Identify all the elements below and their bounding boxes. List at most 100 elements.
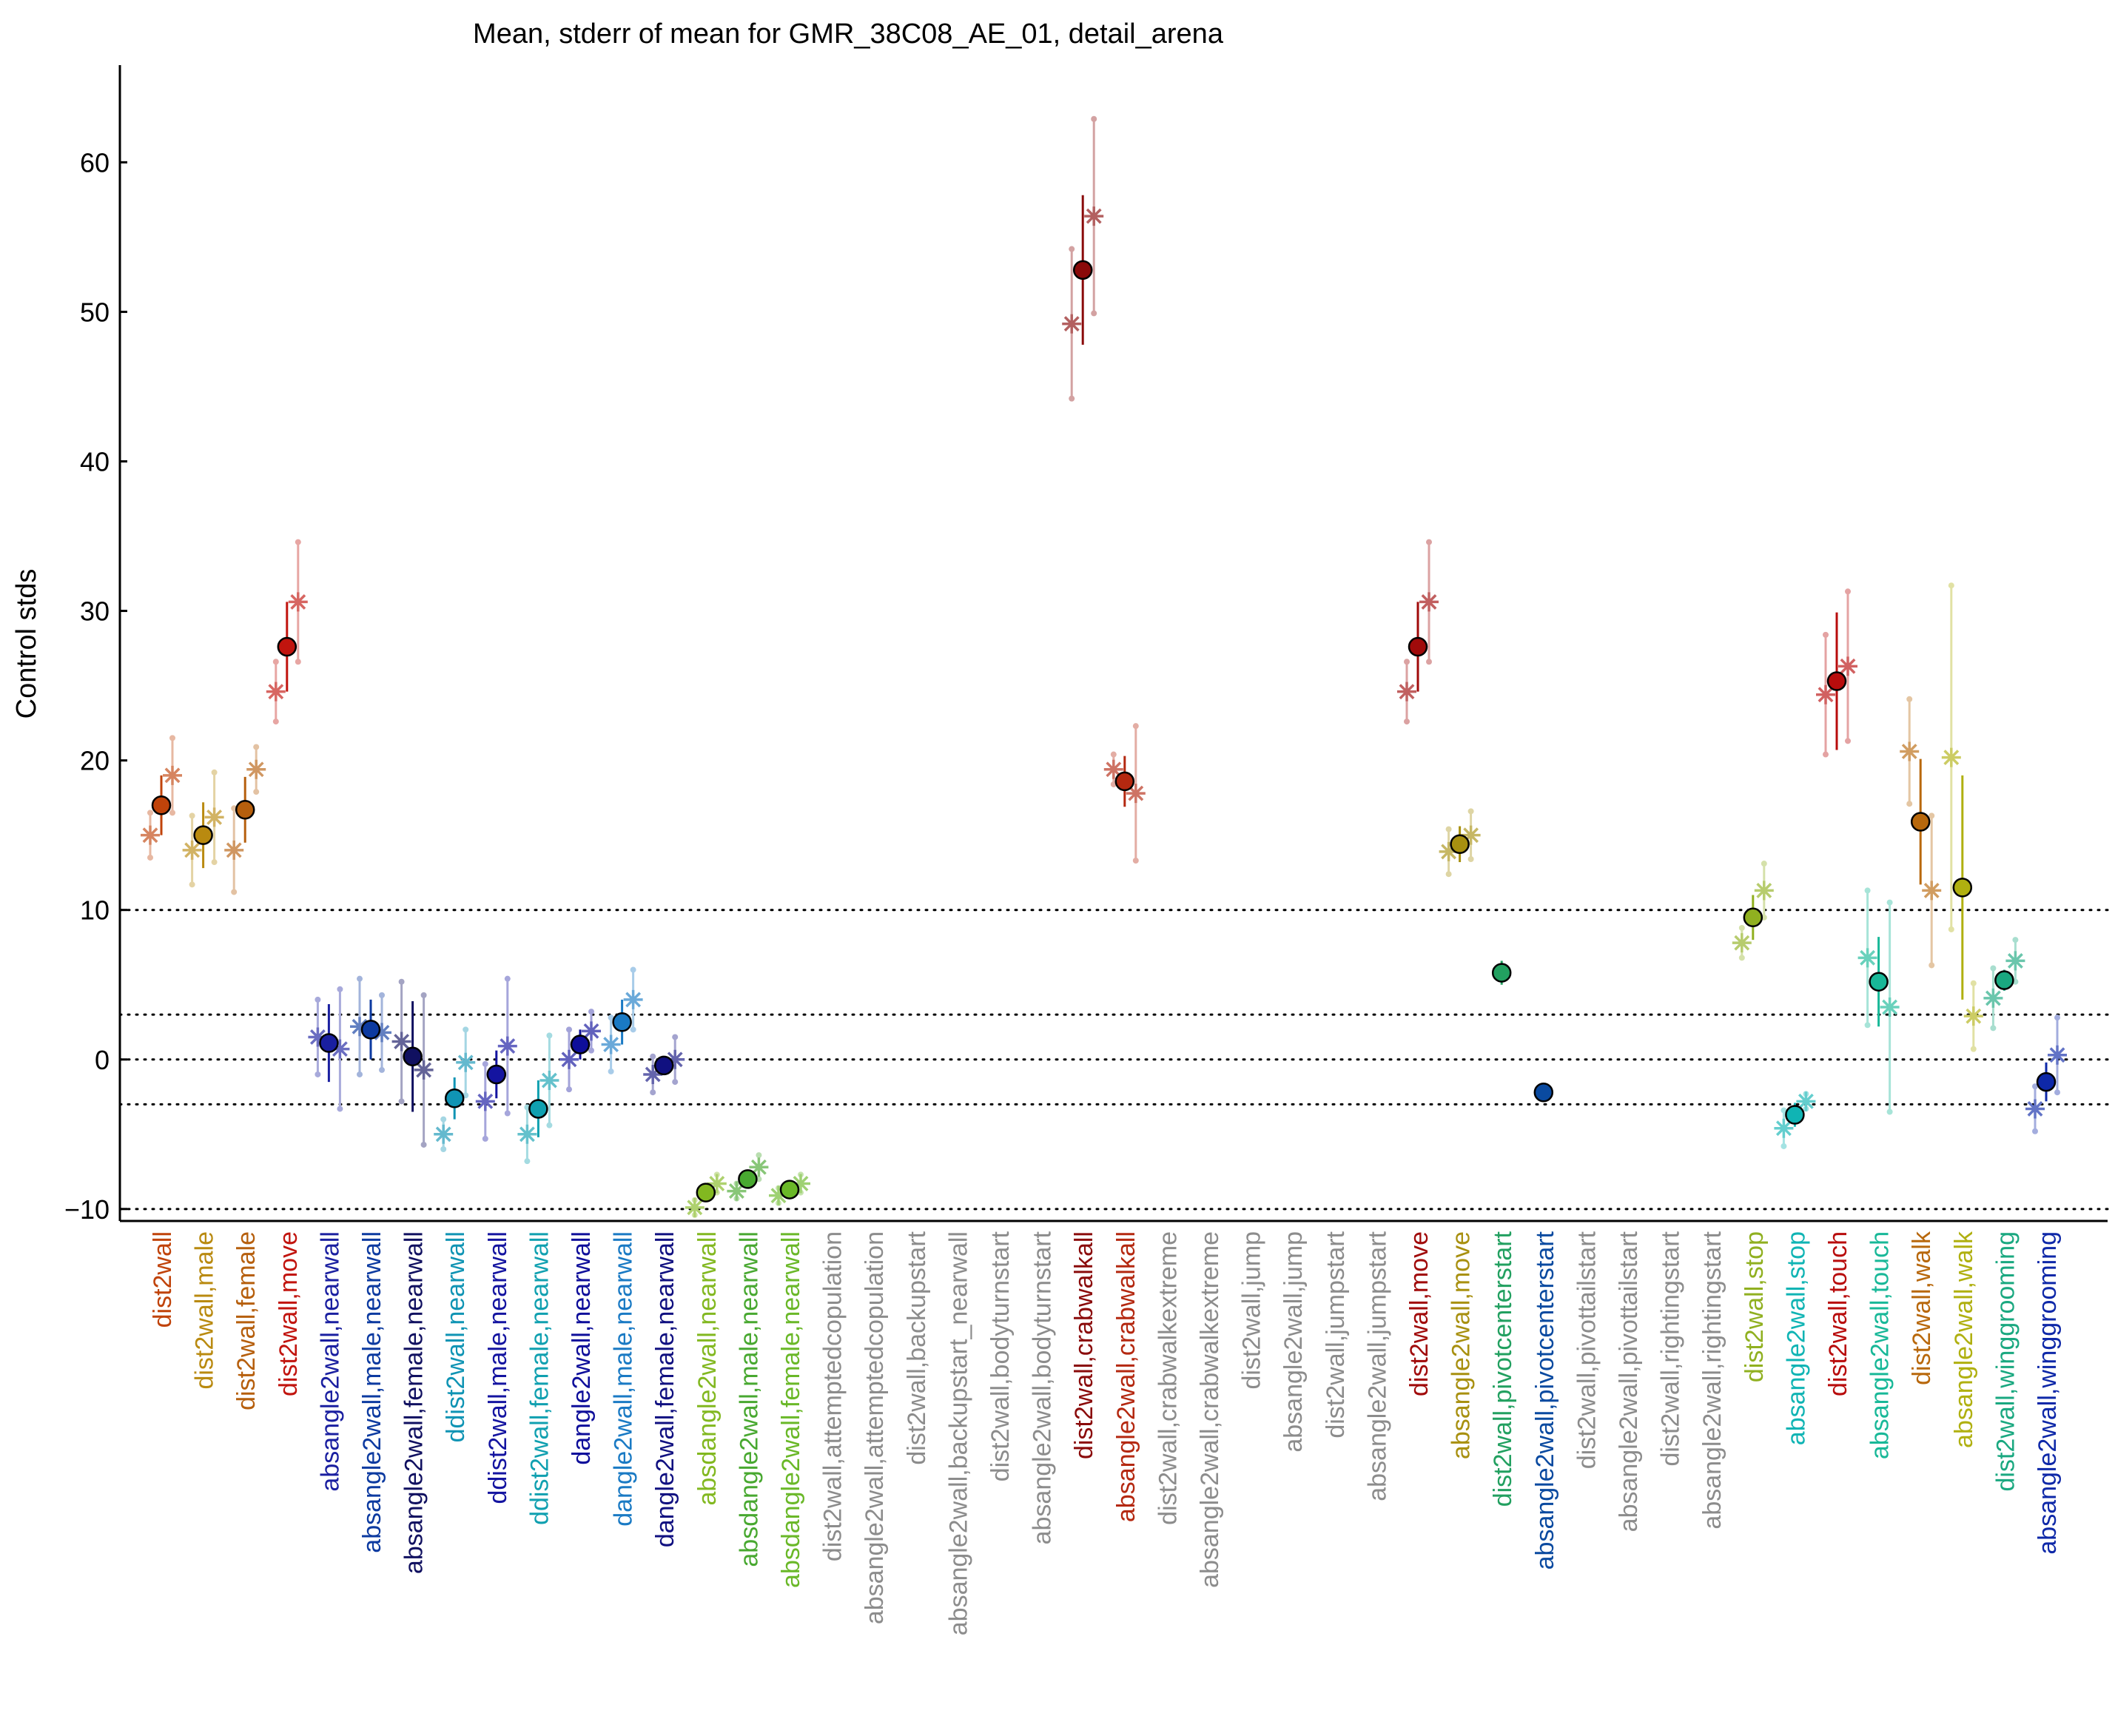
sub-error-dot bbox=[1738, 924, 1745, 931]
sub-error-dot bbox=[379, 992, 385, 998]
x-tick-label: dist2wall,backupstart bbox=[903, 1231, 931, 1464]
sub-error-dot bbox=[398, 1098, 405, 1105]
sub-error-dot bbox=[608, 1068, 614, 1074]
y-tick-label: 40 bbox=[80, 446, 110, 477]
sub-error-dot bbox=[2032, 1083, 2038, 1090]
star-marker bbox=[1062, 314, 1082, 334]
x-tick-label: absdangle2wall,nearwall bbox=[693, 1231, 722, 1505]
sub-error-dot bbox=[420, 1141, 427, 1148]
x-tick-label: dist2wall,bodyturnstart bbox=[986, 1231, 1015, 1481]
star-marker bbox=[2025, 1099, 2045, 1119]
star-marker bbox=[1461, 825, 1481, 845]
mean-marker bbox=[570, 1034, 591, 1054]
mean-marker bbox=[1994, 970, 2014, 990]
star-marker bbox=[727, 1181, 747, 1201]
mean-marker bbox=[151, 795, 172, 815]
sub-error-dot bbox=[1990, 965, 1997, 972]
sub-error-dot bbox=[1929, 813, 1935, 819]
sub-error-dot bbox=[1948, 582, 1954, 589]
x-tick-label: absangle2wall,winggrooming bbox=[2034, 1231, 2062, 1555]
star-marker bbox=[1796, 1091, 1816, 1111]
x-tick-label: absangle2wall,bodyturnstart bbox=[1029, 1231, 1057, 1544]
x-tick-label: dist2wall,move bbox=[275, 1231, 303, 1396]
sub-error-dot bbox=[1467, 855, 1474, 862]
star-marker bbox=[623, 989, 643, 1009]
star-marker bbox=[791, 1174, 810, 1194]
series-42 bbox=[1900, 696, 1942, 969]
series-0 bbox=[141, 735, 182, 861]
sub-error-dot bbox=[211, 859, 218, 866]
mean-marker bbox=[528, 1099, 548, 1119]
star-marker bbox=[1732, 933, 1752, 953]
mean-marker bbox=[1072, 260, 1093, 280]
sub-error-dot bbox=[253, 789, 260, 795]
sub-error-dot bbox=[420, 992, 427, 998]
y-axis-label: Control stds bbox=[11, 569, 42, 719]
series-10 bbox=[559, 1009, 601, 1093]
series-11 bbox=[601, 966, 643, 1074]
sub-error-dot bbox=[504, 975, 511, 982]
sub-error-dot bbox=[1823, 751, 1829, 758]
sub-error-dot bbox=[1404, 719, 1410, 725]
series-14 bbox=[727, 1152, 769, 1202]
sub-error-dot bbox=[2054, 1015, 2060, 1021]
sub-error-dot bbox=[672, 1079, 679, 1086]
x-tick-label: dist2wall,stop bbox=[1741, 1231, 1769, 1382]
star-marker bbox=[246, 759, 266, 779]
sub-error-dot bbox=[1929, 962, 1935, 969]
mean-marker bbox=[486, 1064, 507, 1085]
x-tick-label: absangle2wall,attemptedcopulation bbox=[861, 1231, 889, 1624]
star-marker bbox=[288, 592, 308, 612]
chart-title: Mean, stderr of mean for GMR_38C08_AE_01… bbox=[473, 18, 1224, 50]
sub-error-dot bbox=[169, 735, 175, 741]
series-15 bbox=[769, 1171, 810, 1206]
sub-error-dot bbox=[1906, 696, 1913, 702]
series-13 bbox=[685, 1171, 727, 1218]
mean-marker bbox=[444, 1089, 465, 1108]
x-tick-label: absangle2wall,pivotcenterstart bbox=[1531, 1231, 1559, 1570]
sub-error-dot bbox=[1738, 955, 1745, 961]
sub-error-dot bbox=[1823, 631, 1829, 638]
sub-error-dot bbox=[650, 1053, 656, 1060]
star-marker bbox=[1774, 1118, 1794, 1138]
sub-error-dot bbox=[546, 1032, 553, 1039]
sub-error-dot bbox=[1132, 858, 1139, 864]
y-tick-label: 10 bbox=[80, 895, 110, 926]
x-tick-label: dist2wall,winggrooming bbox=[1991, 1231, 2020, 1492]
x-tick-label: absdangle2wall,male,nearwall bbox=[735, 1231, 763, 1567]
x-tick-label: absangle2wall,touch bbox=[1866, 1231, 1894, 1459]
x-tick-label: dist2wall,move bbox=[1405, 1231, 1433, 1396]
x-tick-label: absangle2wall,crabwalkextreme bbox=[1196, 1231, 1224, 1588]
sub-error-dot bbox=[1467, 808, 1474, 815]
sub-error-dot bbox=[1845, 738, 1851, 744]
star-marker bbox=[1900, 741, 1920, 761]
series-4 bbox=[308, 986, 350, 1112]
mean-marker bbox=[1910, 812, 1931, 832]
sub-error-dot bbox=[588, 1009, 594, 1015]
series-22 bbox=[1062, 115, 1104, 402]
star-marker bbox=[749, 1157, 769, 1177]
sub-error-dot bbox=[1886, 899, 1893, 906]
mean-marker bbox=[2036, 1071, 2057, 1092]
reference-lines bbox=[118, 909, 2109, 1211]
x-tick-label: dist2wall bbox=[149, 1231, 177, 1328]
series-5 bbox=[350, 975, 391, 1077]
star-marker bbox=[1838, 656, 1857, 676]
star-marker bbox=[1084, 206, 1104, 226]
sub-error-dot bbox=[1445, 871, 1452, 878]
x-tick-label: ddist2wall,nearwall bbox=[442, 1231, 470, 1442]
series-2 bbox=[224, 744, 266, 895]
mean-marker bbox=[612, 1012, 632, 1032]
sub-error-dot bbox=[169, 810, 175, 816]
y-tick-label: 50 bbox=[80, 297, 110, 327]
sub-error-dot bbox=[630, 1026, 636, 1033]
star-marker bbox=[1126, 784, 1146, 804]
star-marker bbox=[601, 1034, 621, 1054]
series-33 bbox=[1533, 1082, 1554, 1103]
star-marker bbox=[2005, 951, 2025, 971]
sub-error-dot bbox=[211, 769, 218, 776]
sub-error-dot bbox=[504, 1110, 511, 1117]
x-tick-label: absangle2wall,male,nearwall bbox=[358, 1231, 386, 1553]
x-tick-label: dist2wall,pivotcenterstart bbox=[1489, 1231, 1517, 1507]
x-tick-label: dist2wall,attemptedcopulation bbox=[819, 1231, 847, 1561]
